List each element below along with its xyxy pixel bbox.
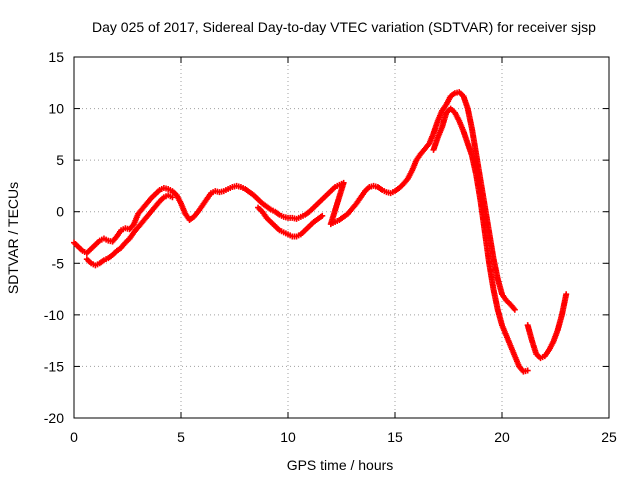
y-tick-label: -15 (44, 358, 64, 374)
plot-frame (73, 56, 610, 419)
data-point (524, 367, 531, 374)
data-point (319, 212, 326, 219)
x-tick-label: 15 (387, 429, 403, 445)
y-tick-label: -5 (52, 255, 65, 271)
data-points (71, 89, 570, 375)
data-point (511, 306, 518, 313)
x-tick-label: 20 (494, 429, 510, 445)
y-tick-label: 15 (48, 49, 64, 65)
x-tick-label: 0 (70, 429, 78, 445)
x-tick-label: 5 (177, 429, 185, 445)
y-tick-label: -20 (44, 410, 64, 426)
y-tick-label: -10 (44, 307, 64, 323)
x-axis-label: GPS time / hours (287, 457, 394, 473)
x-tick-label: 25 (601, 429, 617, 445)
grid (74, 57, 609, 418)
y-tick-label: 10 (48, 101, 64, 117)
axes (73, 56, 610, 419)
ticks: 0 5 10 15 20 25 -20 -15 -10 -5 0 5 10 15 (44, 49, 617, 445)
chart-title: Day 025 of 2017, Sidereal Day-to-day VTE… (92, 19, 596, 35)
y-tick-label: 5 (56, 152, 64, 168)
y-tick-label: 0 (56, 204, 64, 220)
data-point (563, 291, 570, 298)
x-tick-label: 10 (280, 429, 296, 445)
data-point (169, 194, 176, 201)
y-axis-label: SDTVAR / TECUs (5, 182, 21, 294)
